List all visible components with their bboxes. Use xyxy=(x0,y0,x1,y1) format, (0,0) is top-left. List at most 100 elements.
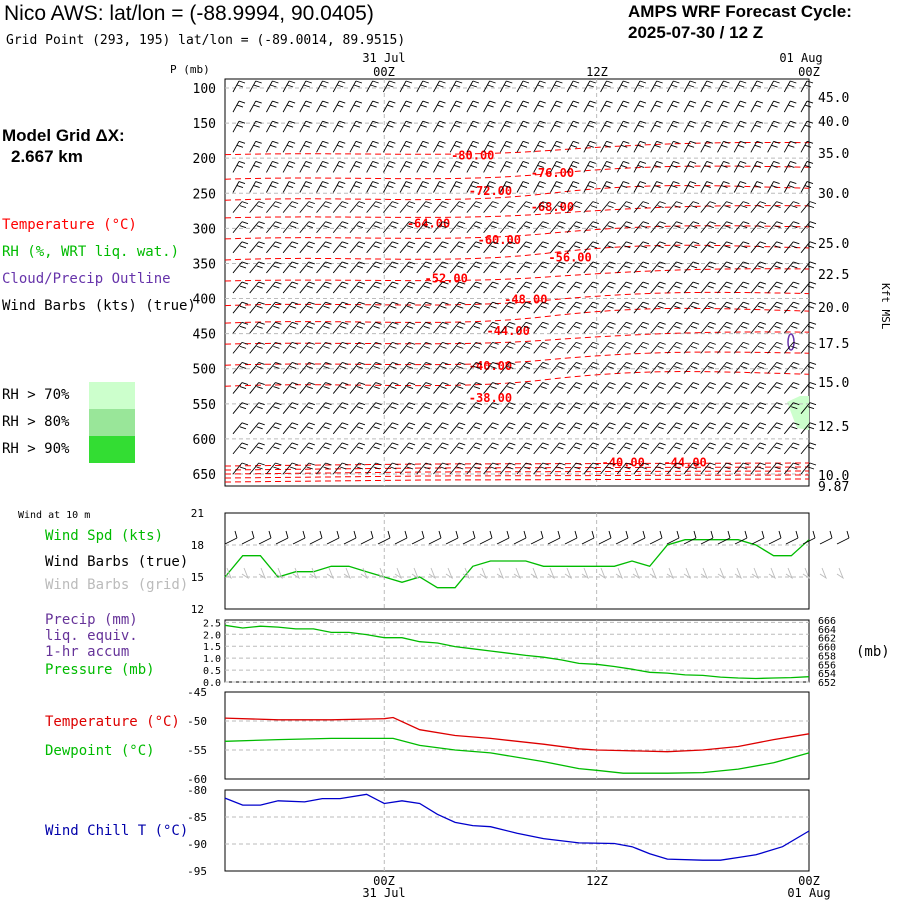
wind-barb xyxy=(633,241,650,254)
wind-barb xyxy=(783,221,800,234)
wind-barb xyxy=(616,442,633,455)
wind-barb xyxy=(683,160,697,173)
wind-barb xyxy=(583,261,599,274)
wind-barb xyxy=(282,442,299,455)
wind-barb xyxy=(399,382,416,394)
wind-barb xyxy=(416,362,432,374)
wind-barb xyxy=(249,261,265,274)
wind-barb xyxy=(600,140,613,153)
temp-tick-label: -55 xyxy=(187,744,207,757)
wind-barb xyxy=(399,362,416,374)
wind-barb xyxy=(616,160,630,173)
wind-barb xyxy=(583,362,599,374)
wind-barb xyxy=(349,442,366,455)
wind-barb xyxy=(299,321,315,334)
wind-barb xyxy=(249,341,265,354)
wind-barb xyxy=(416,402,432,414)
wind-barb xyxy=(349,341,366,354)
isotherm-label: -40.00 xyxy=(602,455,645,469)
pressure-tick-label: 450 xyxy=(193,328,216,343)
wind-barb xyxy=(800,382,817,394)
bottom-hour-12z: 12Z xyxy=(586,874,608,888)
wind-barb xyxy=(282,160,296,173)
wind-barb xyxy=(416,181,429,193)
wind10-barb xyxy=(275,530,289,545)
wind-barb xyxy=(516,281,533,294)
wind-barb xyxy=(299,462,315,475)
wind-barb xyxy=(366,402,382,414)
wind-barb xyxy=(499,100,513,113)
wind-barb xyxy=(299,160,312,173)
wind-barb xyxy=(232,221,249,234)
pressure-tick-label: 654 xyxy=(818,669,836,680)
wind-barb xyxy=(433,281,449,294)
wind-barb xyxy=(399,462,416,475)
wind-barb xyxy=(349,160,363,173)
wind-barb xyxy=(566,382,583,394)
wind-barb xyxy=(733,100,747,113)
wind-barb xyxy=(232,382,249,394)
wind-barb xyxy=(717,281,733,294)
wind-barb xyxy=(750,382,767,394)
bottom-hour-00z-a: 00Z xyxy=(373,874,395,888)
precip-tick-label: 0.0 xyxy=(203,678,221,689)
wind-barb xyxy=(583,241,599,254)
wind10-barb xyxy=(462,530,476,545)
wind-barb xyxy=(533,241,549,254)
wind-barb xyxy=(332,301,349,314)
isotherm-line xyxy=(224,141,810,156)
wind-barb xyxy=(783,281,800,294)
wind-barb xyxy=(232,362,249,374)
wind-barb xyxy=(449,362,466,374)
wind-barb xyxy=(349,100,363,113)
wind-barb xyxy=(499,241,516,254)
wind-barb xyxy=(566,181,580,193)
wind-barb xyxy=(449,120,463,133)
wind-barb xyxy=(550,442,566,455)
wind-barb xyxy=(266,402,282,414)
wind-barb xyxy=(232,261,249,274)
wind-barb xyxy=(767,422,783,435)
wind-barb xyxy=(349,362,366,374)
forecast-cycle-title: AMPS WRF Forecast Cycle: xyxy=(628,2,852,21)
wind-barb xyxy=(616,301,633,314)
wind-barb xyxy=(366,241,382,254)
wind-barb xyxy=(733,120,747,133)
wind-barb xyxy=(566,462,583,475)
wind-barb xyxy=(433,362,449,374)
wind-barb xyxy=(433,140,446,153)
height-tick-label: 17.5 xyxy=(818,337,849,352)
wind-barb xyxy=(717,201,733,213)
wind10-barb xyxy=(768,530,782,545)
wind-barb xyxy=(733,241,750,254)
pressure-tick-label: 660 xyxy=(818,643,836,654)
wind-barb xyxy=(282,201,299,213)
wind-barb xyxy=(800,241,817,254)
wind-barb xyxy=(800,281,817,294)
wind-barb xyxy=(767,402,783,414)
wind-barb xyxy=(466,221,483,234)
wind-barb xyxy=(416,442,432,455)
wind-barb xyxy=(800,201,817,213)
wind10-tick-label: 18 xyxy=(191,539,204,552)
wind-barb xyxy=(650,201,666,213)
wind10-barb-grid xyxy=(802,567,810,580)
wind-barb xyxy=(650,120,663,133)
wind-barb xyxy=(733,341,750,354)
wind-barb xyxy=(349,281,366,294)
wind-barb xyxy=(366,321,382,334)
wind-barb xyxy=(383,281,399,294)
precip-tick-label: 1.0 xyxy=(203,654,221,665)
isotherm-label: -56.00 xyxy=(548,250,591,264)
p-axis-title: P (mb) xyxy=(170,63,210,76)
rh-70-label: RH > 70% xyxy=(2,387,70,403)
wind-barb xyxy=(483,181,496,193)
wind-barb xyxy=(516,462,533,475)
wind-barb xyxy=(466,442,483,455)
wind-barb xyxy=(800,362,817,374)
wind-barb xyxy=(299,362,315,374)
wind-barb xyxy=(550,100,563,113)
wind-barb xyxy=(483,402,499,414)
wind-barb xyxy=(750,140,764,153)
wind-barb xyxy=(717,160,730,173)
